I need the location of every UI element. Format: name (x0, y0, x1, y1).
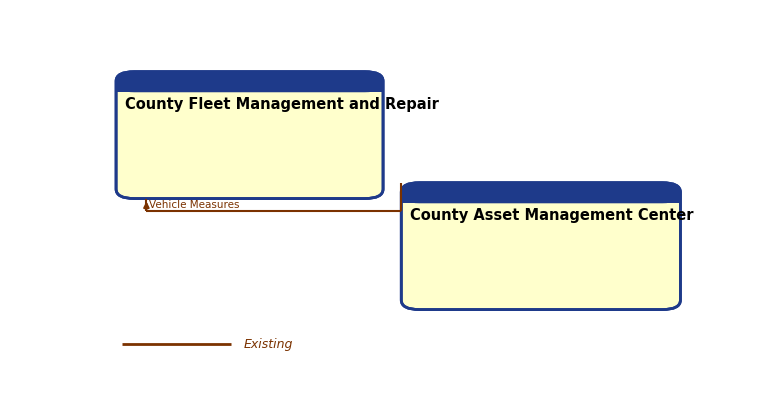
Text: County Asset Management Center: County Asset Management Center (410, 208, 694, 223)
FancyBboxPatch shape (402, 183, 680, 203)
Bar (116, 82, 383, 92)
Text: Existing: Existing (244, 338, 293, 351)
FancyBboxPatch shape (116, 72, 383, 92)
Text: Vehicle Measures: Vehicle Measures (150, 200, 240, 210)
FancyBboxPatch shape (116, 72, 383, 199)
Text: County Fleet Management and Repair: County Fleet Management and Repair (125, 97, 439, 112)
Bar (402, 193, 680, 203)
FancyBboxPatch shape (402, 183, 680, 309)
